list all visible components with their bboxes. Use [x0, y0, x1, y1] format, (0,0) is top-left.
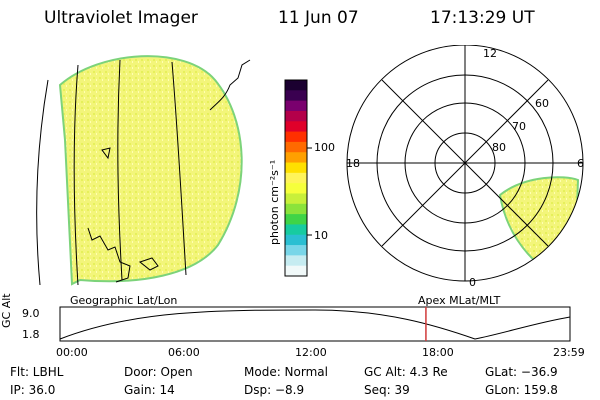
- timeline-xtick-3: 18:00: [422, 346, 454, 359]
- altitude-timeline: [59, 306, 571, 342]
- footer-gc-alt: GC Alt: 4.3 Re: [364, 365, 448, 379]
- footer-ip: IP: 36.0: [10, 383, 56, 397]
- footer-seq: Seq: 39: [364, 383, 410, 397]
- colorbar-tick-100: 100: [314, 141, 335, 154]
- footer-gain: Gain: 14: [124, 383, 175, 397]
- colorbar-cell: [285, 162, 307, 174]
- colorbar-cell: [285, 203, 307, 215]
- polar-mlt-plot: [346, 45, 584, 282]
- colorbar-cell: [285, 234, 307, 246]
- timeline-ytick-bottom: 1.8: [22, 328, 40, 341]
- colorbar-cell: [285, 90, 307, 102]
- timeline-xtick-2: 12:00: [295, 346, 327, 359]
- time-label: 17:13:29 UT: [430, 8, 535, 28]
- mlt-label-6: 6: [577, 157, 584, 170]
- footer-dsp: Dsp: −8.9: [244, 383, 305, 397]
- colorbar-cell: [285, 183, 307, 194]
- colorbar-cell: [285, 265, 307, 277]
- colorbar-cell: [285, 131, 307, 143]
- mlt-label-0: 0: [469, 276, 476, 289]
- colorbar-cell: [285, 172, 307, 184]
- colorbar-cell: [285, 245, 307, 256]
- colorbar-cell: [285, 224, 307, 236]
- timeline-ytick-top: 9.0: [22, 307, 40, 320]
- colorbar-cell: [285, 193, 307, 205]
- geographic-globe-image: [36, 55, 251, 286]
- lat-label-60: 60: [535, 97, 549, 110]
- timeline-left-title: Geographic Lat/Lon: [70, 294, 178, 307]
- colorbar-cell: [285, 80, 307, 91]
- date-label: 11 Jun 07: [278, 8, 359, 28]
- footer-flt: Flt: LBHL: [10, 365, 64, 379]
- colorbar-cell: [285, 214, 307, 225]
- colorbar-cell: [285, 110, 307, 122]
- mlt-label-18: 18: [346, 157, 360, 170]
- footer-glat: GLat: −36.9: [485, 365, 558, 379]
- timeline-right-title: Apex MLat/MLT: [418, 294, 501, 307]
- colorbar-cell: [285, 152, 307, 164]
- colorbar-cell: [285, 255, 307, 267]
- timeline-xtick-1: 06:00: [168, 346, 200, 359]
- color-bar: photon cm⁻²s⁻¹: [268, 79, 312, 277]
- mlt-label-12: 12: [483, 47, 497, 60]
- lat-label-70: 70: [512, 120, 526, 133]
- timeline-xtick-0: 00:00: [56, 346, 88, 359]
- lat-label-80: 80: [492, 141, 506, 154]
- colorbar-unit-label: photon cm⁻²s⁻¹: [268, 160, 281, 245]
- footer-mode: Mode: Normal: [244, 365, 328, 379]
- instrument-title: Ultraviolet Imager: [44, 8, 198, 28]
- footer-door: Door: Open: [124, 365, 193, 379]
- timeline-xtick-4: 23:59: [553, 346, 585, 359]
- timeline-axis-label: GC Alt: [0, 293, 13, 328]
- colorbar-tick-10: 10: [314, 229, 328, 242]
- colorbar-cell: [285, 121, 307, 133]
- colorbar-cell: [285, 141, 307, 153]
- footer-glon: GLon: 159.8: [485, 383, 558, 397]
- colorbar-cell: [285, 100, 307, 112]
